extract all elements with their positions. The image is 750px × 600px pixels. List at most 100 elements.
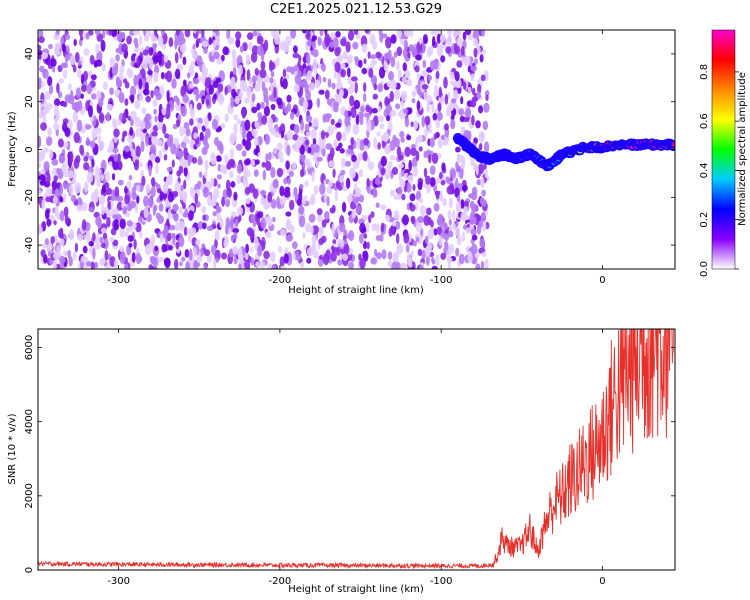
spectrogram-noise-cell [137, 216, 143, 223]
spectrogram-noise-cell [244, 169, 251, 178]
snr-x-label: Height of straight line (km) [288, 584, 424, 595]
spectrogram-noise-cell [127, 135, 133, 143]
spectrogram-noise-cell [239, 79, 246, 92]
spectrogram-noise-cell [236, 163, 243, 174]
spectrogram-noise-cell [298, 54, 302, 63]
spectrogram-noise-cell [163, 181, 169, 188]
spectrogram-noise-cell [145, 183, 151, 194]
spectrogram-noise-cell [67, 170, 74, 179]
spectrogram-noise-cell [339, 175, 344, 183]
spectrogram-noise-cell [371, 107, 378, 114]
spectrogram-noise-cell [154, 156, 161, 164]
spectrogram-noise-cell [109, 57, 116, 69]
spectrogram-noise-cell [292, 143, 297, 151]
spectrogram-noise-cell [59, 196, 64, 203]
spectrogram-noise-cell [446, 249, 451, 261]
spectrogram-noise-cell [112, 147, 119, 154]
spectrogram-noise-cell [171, 78, 177, 89]
spectrogram-noise-cell [372, 187, 377, 198]
spectrogram-noise-cell [163, 55, 169, 63]
spectrogram-noise-cell [142, 49, 149, 56]
spectrogram-noise-cell [370, 54, 377, 60]
spectrogram-noise-cell [390, 34, 397, 44]
spectrogram-noise-cell [311, 171, 315, 182]
spectrogram-noise-cell [201, 243, 206, 249]
spectrogram-noise-cell [193, 88, 200, 96]
spectrogram-noise-cell [344, 109, 349, 119]
spectrogram-noise-cell [444, 93, 449, 105]
spectrogram-noise-cell [456, 60, 463, 68]
spectrogram-noise-cell [261, 81, 266, 92]
spectrogram-noise-cell [116, 195, 124, 202]
spectrogram-noise-cell [285, 160, 290, 170]
spectrogram-noise-cell [156, 139, 163, 147]
spectrogram-noise-cell [53, 123, 60, 131]
spectrogram-noise-cell [144, 120, 151, 130]
spectrogram-noise-cell [64, 127, 71, 137]
spectrogram-noise-cell [443, 222, 448, 230]
spectrogram-noise-cell [373, 83, 378, 91]
spectrogram-noise-cell [445, 176, 450, 182]
spectrogram-noise-cell [140, 140, 145, 153]
spectrogram-noise-cell [279, 185, 285, 197]
spectrogram-noise-cell [59, 227, 64, 238]
spectrogram-noise-cell [178, 235, 185, 248]
spectrogram-noise-cell [302, 30, 307, 34]
spectrogram-noise-cell [268, 59, 273, 72]
spectrogram-noise-cell [100, 39, 106, 52]
spectrogram-noise-cell [335, 180, 340, 189]
spectrogram-noise-cell [359, 233, 364, 244]
spectrogram-noise-cell [139, 120, 146, 130]
spectrogram-noise-cell [40, 249, 46, 258]
spectrogram-noise-cell [160, 71, 165, 80]
spectrogram-noise-cell [83, 48, 90, 56]
spectrogram-noise-cell [98, 112, 105, 124]
spectrogram-noise-cell [387, 251, 393, 260]
spectrogram-noise-cell [484, 90, 490, 97]
spectrogram-noise-cell [426, 207, 432, 216]
spectrogram-noise-cell [109, 87, 114, 96]
spectrogram-noise-cell [339, 239, 345, 248]
spectrogram-noise-cell [182, 94, 189, 103]
spectrogram-noise-cell [308, 82, 316, 91]
spectrogram-noise-cell [279, 256, 285, 268]
spectrogram-noise-cell [198, 171, 203, 178]
spectrogram-noise-cell [125, 226, 133, 232]
spectrogram-noise-cell [118, 91, 125, 104]
spectrogram-noise-cell [322, 253, 330, 266]
spectrogram-noise-cell [481, 30, 485, 37]
spectrogram-noise-cell [268, 151, 272, 161]
y-tick-label: 40 [24, 48, 35, 61]
spectrogram-noise-cell [350, 137, 355, 146]
spectrogram-noise-cell [246, 131, 254, 141]
spectrogram-noise-cell [135, 222, 142, 233]
spectrogram-noise-cell [318, 89, 325, 95]
spectrogram-noise-cell [395, 103, 401, 110]
spectrogram-noise-cell [191, 227, 197, 237]
spectrogram-noise-cell [45, 187, 53, 197]
spectrogram-noise-cell [311, 234, 317, 244]
spectrogram-noise-cell [351, 209, 357, 219]
spectrogram-noise-cell [370, 211, 375, 219]
spectrogram-noise-cell [414, 65, 420, 73]
spectrogram-noise-cell [117, 179, 124, 186]
spectrogram-noise-cell [196, 55, 203, 67]
spectrogram-noise-cell [157, 121, 164, 131]
spectrogram-noise-cell [205, 98, 210, 106]
spectrogram-noise-cell [128, 175, 133, 181]
colorbar-tick-label: 0.6 [699, 113, 710, 129]
spectrogram-noise-cell [330, 251, 337, 262]
spectrogram-noise-cell [185, 261, 190, 269]
spectrogram-noise-cell [170, 232, 176, 239]
spectrogram-noise-cell [119, 218, 126, 230]
spectrogram-noise-cell [426, 102, 431, 113]
spectrogram-noise-cell [143, 35, 149, 42]
spectrogram-noise-cell [269, 96, 276, 102]
spectrogram-noise-cell [40, 98, 45, 105]
spectrogram-noise-cell [441, 162, 446, 171]
spectrogram-noise-cell [464, 215, 470, 220]
spectrogram-noise-cell [463, 55, 471, 67]
spectrogram-noise-cell [150, 90, 154, 99]
spectrogram-noise-cell [358, 111, 364, 119]
spectrogram-noise-cell [216, 174, 222, 180]
